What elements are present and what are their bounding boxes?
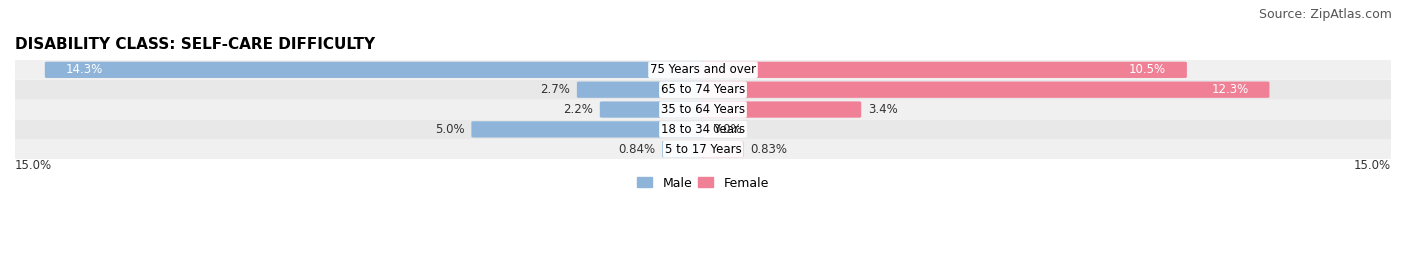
FancyBboxPatch shape bbox=[15, 139, 1391, 159]
FancyBboxPatch shape bbox=[576, 81, 706, 98]
FancyBboxPatch shape bbox=[15, 80, 1391, 100]
Text: 65 to 74 Years: 65 to 74 Years bbox=[661, 83, 745, 96]
Text: 0.83%: 0.83% bbox=[751, 143, 787, 156]
FancyBboxPatch shape bbox=[471, 121, 706, 137]
Text: 2.2%: 2.2% bbox=[562, 103, 593, 116]
Text: 14.3%: 14.3% bbox=[66, 63, 103, 76]
Text: 10.5%: 10.5% bbox=[1129, 63, 1166, 76]
Text: 35 to 64 Years: 35 to 64 Years bbox=[661, 103, 745, 116]
FancyBboxPatch shape bbox=[15, 60, 1391, 80]
FancyBboxPatch shape bbox=[662, 141, 706, 157]
Text: 0.84%: 0.84% bbox=[619, 143, 655, 156]
FancyBboxPatch shape bbox=[700, 62, 1187, 78]
Text: DISABILITY CLASS: SELF-CARE DIFFICULTY: DISABILITY CLASS: SELF-CARE DIFFICULTY bbox=[15, 37, 375, 52]
Text: 18 to 34 Years: 18 to 34 Years bbox=[661, 123, 745, 136]
Text: 2.7%: 2.7% bbox=[540, 83, 569, 96]
FancyBboxPatch shape bbox=[700, 81, 1270, 98]
Text: 15.0%: 15.0% bbox=[15, 159, 52, 172]
Text: Source: ZipAtlas.com: Source: ZipAtlas.com bbox=[1258, 8, 1392, 21]
FancyBboxPatch shape bbox=[45, 62, 706, 78]
FancyBboxPatch shape bbox=[700, 101, 862, 118]
Text: 5 to 17 Years: 5 to 17 Years bbox=[665, 143, 741, 156]
Text: 75 Years and over: 75 Years and over bbox=[650, 63, 756, 76]
Text: 3.4%: 3.4% bbox=[868, 103, 898, 116]
FancyBboxPatch shape bbox=[600, 101, 706, 118]
Text: 5.0%: 5.0% bbox=[434, 123, 464, 136]
FancyBboxPatch shape bbox=[15, 120, 1391, 139]
Text: 12.3%: 12.3% bbox=[1212, 83, 1249, 96]
FancyBboxPatch shape bbox=[15, 100, 1391, 120]
Text: 0.0%: 0.0% bbox=[713, 123, 742, 136]
FancyBboxPatch shape bbox=[700, 141, 744, 157]
Legend: Male, Female: Male, Female bbox=[633, 172, 773, 195]
Text: 15.0%: 15.0% bbox=[1354, 159, 1391, 172]
